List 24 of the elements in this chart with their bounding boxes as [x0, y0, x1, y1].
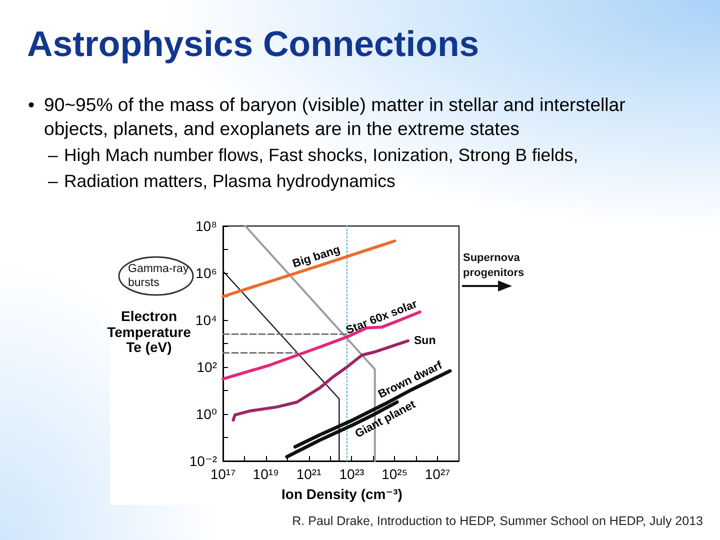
chart-subtitle: • 90~95% of the mass of baryon (visible) matter in stellar and interstellar objects, planets, and exoplanets are in the extreme states — [28, 93, 626, 141]
text: R. Paul Drake, Introduction to HEDP, Summer School on HEDP, July 2013 — [292, 513, 703, 529]
x-tick-label: 10²³ — [339, 466, 365, 482]
x-tick-label: 10²⁵ — [382, 466, 408, 482]
chart-title: Astrophysics Connections — [27, 24, 480, 64]
y-tick-label: 10² — [196, 359, 218, 375]
y-tick-label: 10⁰ — [196, 406, 218, 422]
x-axis-title: Ion Density (cm⁻³) — [280, 486, 404, 502]
y-tick-label: 10⁸ — [196, 218, 218, 234]
y-tick-label: 10⁻² — [189, 453, 218, 469]
text: Gamma-ray bursts — [128, 262, 190, 290]
y-tick-label: 10⁴ — [195, 312, 217, 328]
text: Supernova progenitors — [463, 251, 526, 281]
x-tick-label: 10²⁷ — [424, 466, 450, 482]
y-tick-label: 10⁶ — [196, 265, 217, 281]
y-axis-title: Electron Temperature Te (eV) — [106, 308, 192, 356]
text: – High Mach number flows, Fast shocks, Ionization, Strong B fields, — [48, 144, 580, 167]
series-label: Sun — [414, 334, 436, 347]
x-tick-label: 10²¹ — [296, 466, 322, 482]
text: Big bang — [291, 244, 342, 270]
x-tick-label: 10¹⁹ — [252, 466, 280, 482]
text: – Radiation matters, Plasma hydrodynamics — [48, 170, 396, 193]
x-tick-label: 10¹⁷ — [210, 466, 236, 482]
text: Star 60x solar — [344, 298, 420, 337]
